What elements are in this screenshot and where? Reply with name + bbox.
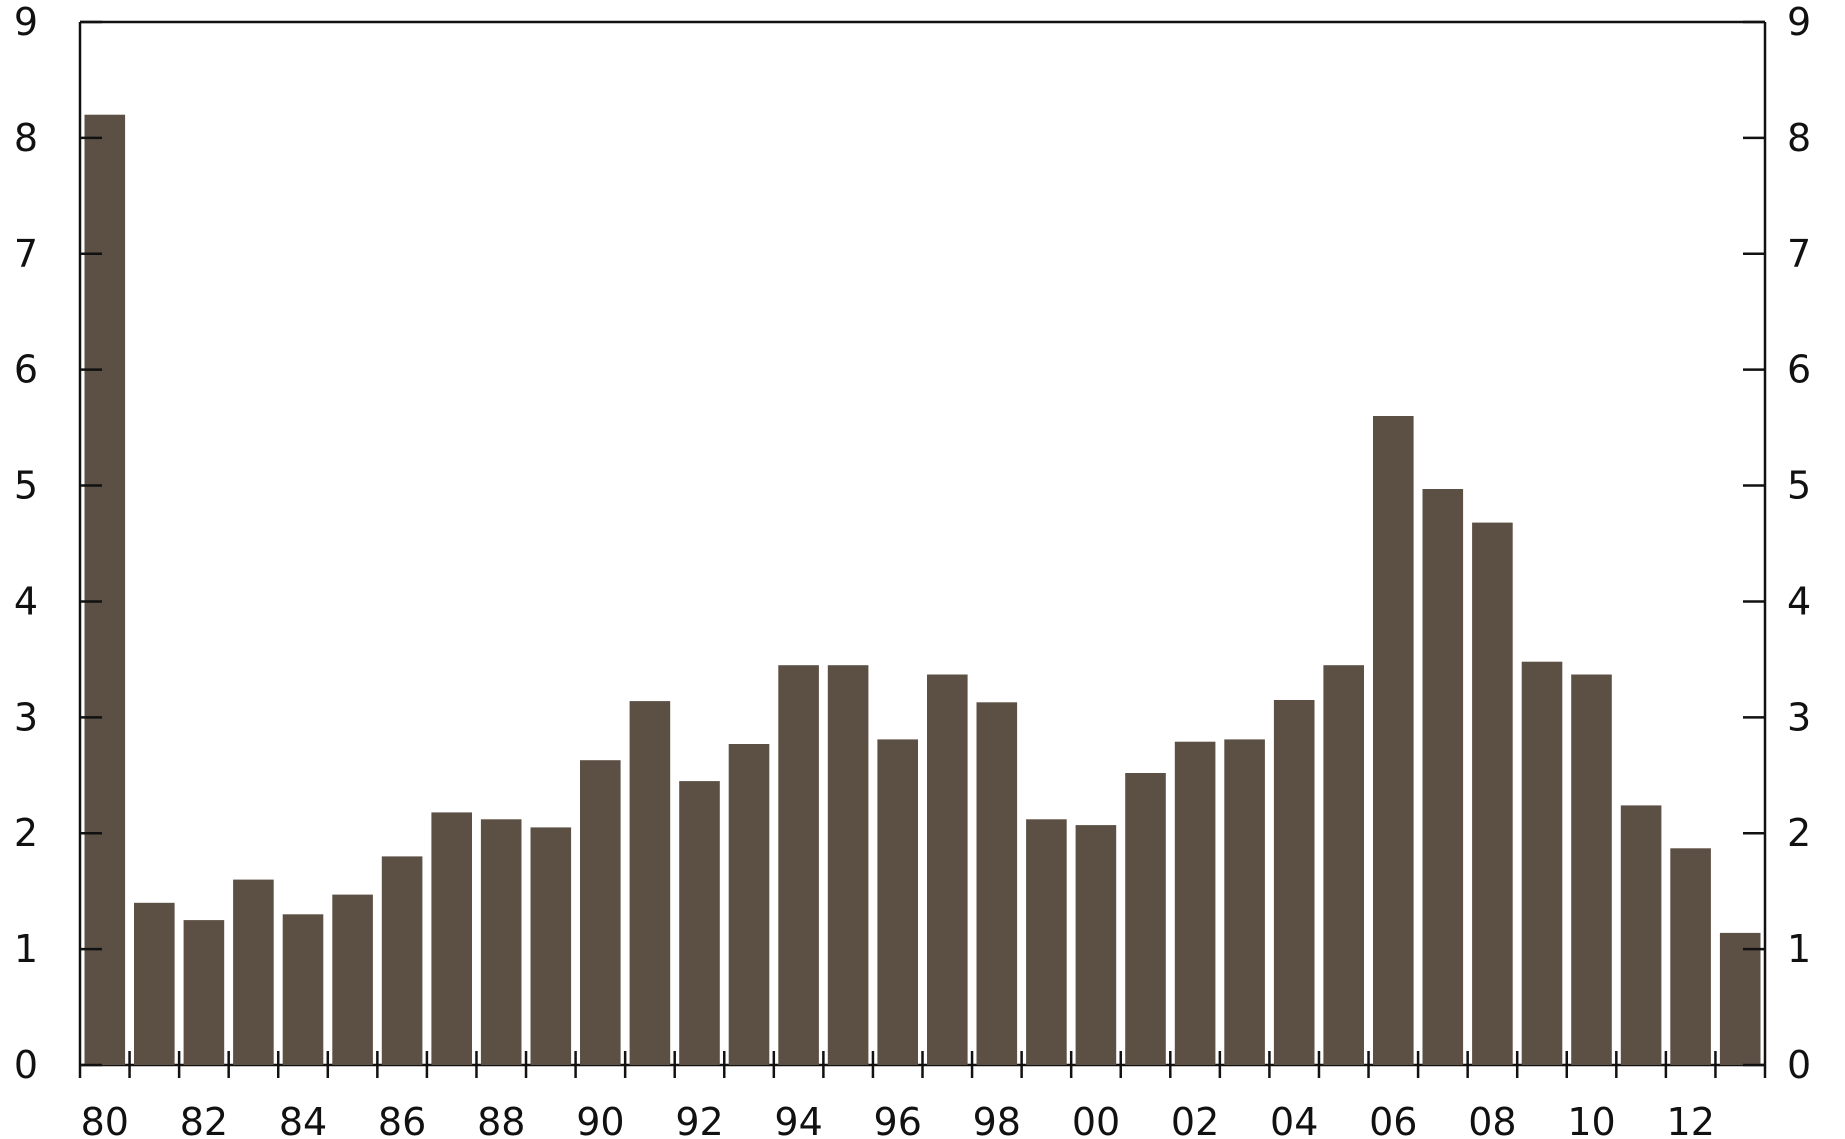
bar-1988 — [480, 819, 522, 1065]
y-tick-label-right-7: 7 — [1787, 232, 1811, 276]
x-tick-label-1996: 96 — [874, 1100, 922, 1139]
bar-1980 — [84, 114, 126, 1065]
y-tick-label-left-4: 4 — [14, 579, 38, 623]
axis-ticks — [78, 20, 1767, 1078]
x-tick-label-2012: 12 — [1667, 1100, 1715, 1139]
bar-2008 — [1472, 522, 1513, 1065]
bar-1994 — [778, 665, 819, 1065]
bar-1991 — [629, 701, 671, 1065]
bar-2000 — [1075, 825, 1117, 1065]
bar-2002 — [1174, 741, 1216, 1065]
y-tick-label-left-5: 5 — [14, 464, 38, 508]
x-tick-label-1990: 90 — [576, 1100, 624, 1139]
x-tick-label-2010: 10 — [1567, 1100, 1615, 1139]
bar-1999 — [1026, 819, 1067, 1065]
bar-2009 — [1521, 661, 1563, 1065]
bar-1997 — [927, 674, 968, 1065]
bar-2012 — [1670, 848, 1711, 1065]
bars — [84, 114, 1761, 1065]
x-tick-label-1980: 80 — [81, 1100, 129, 1139]
bar-1983 — [233, 879, 274, 1065]
bar-1990 — [580, 760, 621, 1065]
x-tick-label-1992: 92 — [675, 1100, 723, 1139]
bar-1995 — [827, 665, 869, 1065]
y-tick-label-left-0: 0 — [14, 1043, 38, 1087]
y-tick-label-left-9: 9 — [14, 0, 38, 44]
bar-1984 — [282, 914, 324, 1065]
bar-2011 — [1620, 805, 1662, 1065]
x-tick-label-1984: 84 — [279, 1100, 327, 1139]
bar-2005 — [1323, 665, 1364, 1065]
bar-1981 — [134, 902, 175, 1065]
bar-1996 — [877, 739, 918, 1065]
y-tick-label-left-8: 8 — [14, 116, 38, 160]
bar-2004 — [1273, 700, 1315, 1065]
bar-1989 — [530, 827, 572, 1065]
y-tick-label-left-3: 3 — [14, 695, 38, 739]
x-tick-label-1998: 98 — [973, 1100, 1021, 1139]
bar-2003 — [1224, 739, 1265, 1065]
y-tick-label-right-6: 6 — [1787, 348, 1811, 392]
y-tick-label-right-0: 0 — [1787, 1043, 1811, 1087]
y-tick-label-left-2: 2 — [14, 811, 38, 855]
bar-1987 — [431, 812, 472, 1065]
y-tick-label-left-7: 7 — [14, 232, 38, 276]
y-tick-label-left-1: 1 — [14, 927, 38, 971]
bar-2007 — [1422, 489, 1464, 1065]
bar-2010 — [1571, 674, 1612, 1065]
tick-labels: 0 01 12 23 34 45 56 67 78 89 980 82 84 86 88 90 92 94 96 98… — [14, 0, 1811, 1139]
y-tick-label-right-9: 9 — [1787, 0, 1811, 44]
y-tick-label-right-2: 2 — [1787, 811, 1811, 855]
bar-2013 — [1719, 932, 1761, 1065]
x-tick-label-1986: 86 — [378, 1100, 426, 1139]
bar-1993 — [728, 744, 770, 1065]
y-tick-label-right-4: 4 — [1787, 579, 1811, 623]
x-tick-label-1982: 82 — [180, 1100, 228, 1139]
x-tick-label-2008: 08 — [1468, 1100, 1516, 1139]
y-tick-label-right-3: 3 — [1787, 695, 1811, 739]
y-tick-label-left-6: 6 — [14, 348, 38, 392]
x-tick-label-2000: 00 — [1072, 1100, 1120, 1139]
bar-2006 — [1373, 416, 1414, 1065]
bar-1986 — [381, 856, 423, 1065]
bar-1992 — [679, 781, 720, 1065]
x-tick-label-2002: 02 — [1171, 1100, 1219, 1139]
x-tick-label-1988: 88 — [477, 1100, 525, 1139]
x-tick-label-1994: 94 — [774, 1100, 822, 1139]
x-tick-label-2006: 06 — [1369, 1100, 1417, 1139]
y-tick-label-right-5: 5 — [1787, 464, 1811, 508]
bar-1998 — [976, 702, 1018, 1065]
bar-1985 — [332, 894, 373, 1065]
bar-2001 — [1125, 773, 1166, 1065]
y-tick-label-right-8: 8 — [1787, 116, 1811, 160]
x-tick-label-2004: 04 — [1270, 1100, 1318, 1139]
bar-1982 — [183, 920, 225, 1065]
y-tick-label-right-1: 1 — [1787, 927, 1811, 971]
